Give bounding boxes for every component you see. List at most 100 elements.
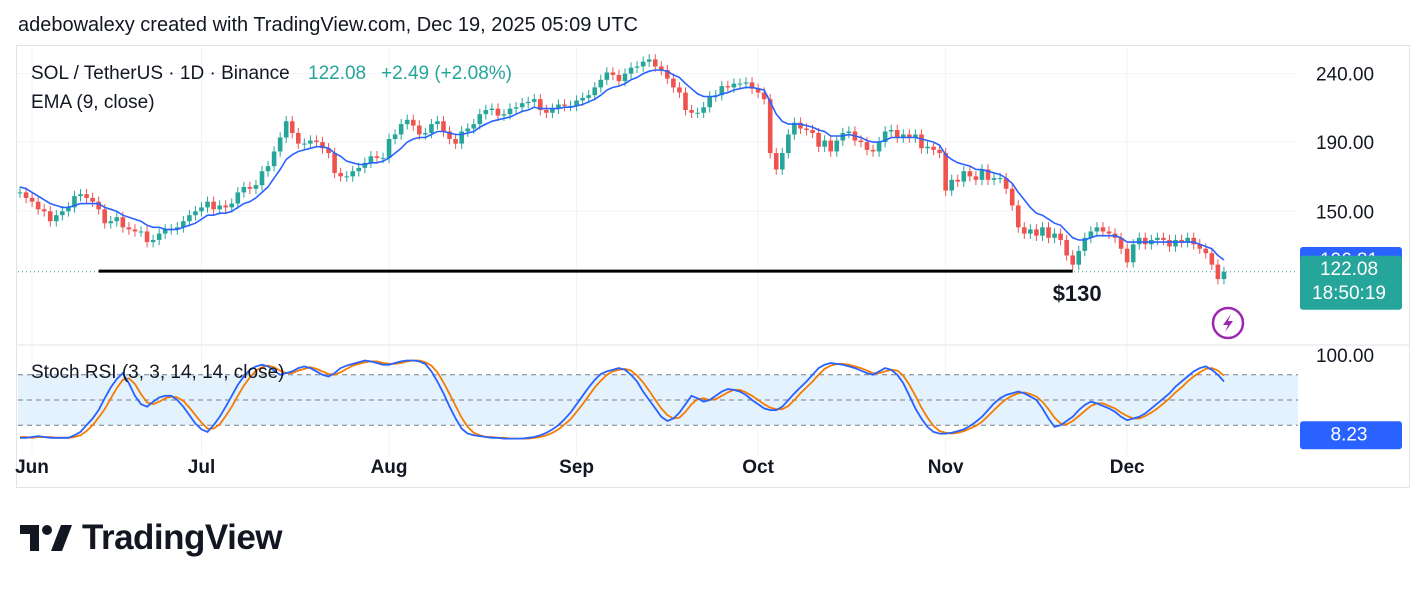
candle [447,131,452,140]
candle [1118,237,1124,249]
x-tick-label: Aug [371,457,408,478]
stoch-badge-text: 8.23 [1331,424,1368,445]
candle [223,205,228,208]
chart-frame [16,45,1410,488]
candle [798,122,803,129]
candle [665,70,670,79]
stoch-band-lines [18,374,1298,426]
x-tick-label: Dec [1110,457,1145,478]
candle [247,186,253,189]
candle [701,107,706,113]
candle [271,151,277,167]
candle [417,125,422,135]
candle [1100,227,1106,232]
candle [786,134,791,154]
candle [1094,227,1100,232]
candle [1082,237,1088,251]
candle [901,134,906,138]
stoch-k-line [20,359,1225,440]
price-badge-text: 18:50:19 [1312,283,1386,304]
candle [737,83,743,85]
price-badge: 122.08 18:50:19 [1300,255,1402,310]
candle [47,211,53,222]
candle [356,167,362,172]
legend-last: 122.08 [308,63,366,84]
candle [538,99,543,110]
candle [501,114,507,116]
candle [1076,250,1082,265]
lightning-icon[interactable] [1211,306,1245,340]
candle [150,239,156,243]
candle [1058,233,1063,240]
candle [931,146,936,150]
candle [404,119,410,125]
candle [495,108,501,116]
candle [858,140,864,143]
candle [683,92,688,110]
candle [368,156,374,163]
candle [816,132,821,147]
candle [1064,239,1069,256]
candle [253,185,259,189]
candle [562,104,567,106]
stoch-y-tick-label: 100.00 [1316,346,1374,367]
candle [54,215,59,222]
candle [78,194,83,197]
x-tick-label: Nov [928,457,964,478]
candle [108,221,114,224]
candle [876,142,882,152]
candle [1034,229,1039,236]
candle [556,104,561,109]
candle [743,82,749,84]
chart-caption: adebowalexy created with TradingView.com… [18,14,638,36]
candle [1136,237,1142,245]
candle [344,176,349,178]
candle [465,128,470,132]
candle [277,137,283,152]
candle [622,73,628,82]
candle [689,109,694,113]
candle [755,88,761,93]
candle [1009,188,1015,206]
candle [235,192,241,204]
candle [719,86,725,96]
candle [828,140,833,152]
candle [1070,255,1075,265]
candle [586,95,591,98]
candle [1221,271,1227,280]
tradingview-logo[interactable]: TradingView [20,518,283,558]
candle [265,166,271,172]
candle [308,140,313,144]
candle [289,121,295,133]
candle [296,132,301,144]
candle [41,209,47,212]
candle [810,129,815,133]
candle [949,179,954,191]
candle [531,99,537,102]
indicator-lines [19,69,1225,440]
y-tick-label: 190.00 [1316,133,1374,154]
candle [598,79,604,88]
support-label: $130 [1053,281,1102,306]
candle [695,112,700,114]
candle [1106,231,1112,234]
candle [604,72,610,80]
x-tick-label: Sep [559,457,594,478]
candle [326,148,331,154]
axes: Jun Jul Aug Sep Oct Nov Dec 150.00 190.00 240.00 1… [15,65,1374,478]
price-badge-text: 122.08 [1320,259,1378,280]
candle [979,169,985,180]
support-line-group: $130 [98,269,1102,306]
candle [302,143,307,145]
tradingview-wordmark: TradingView [82,518,283,557]
candle [1143,237,1148,245]
stoch-badge-bg [1300,421,1402,450]
candle [652,59,658,67]
candle [241,186,247,193]
candle [550,108,555,113]
candle [1203,248,1209,254]
candle [985,169,991,180]
candle [525,101,531,104]
